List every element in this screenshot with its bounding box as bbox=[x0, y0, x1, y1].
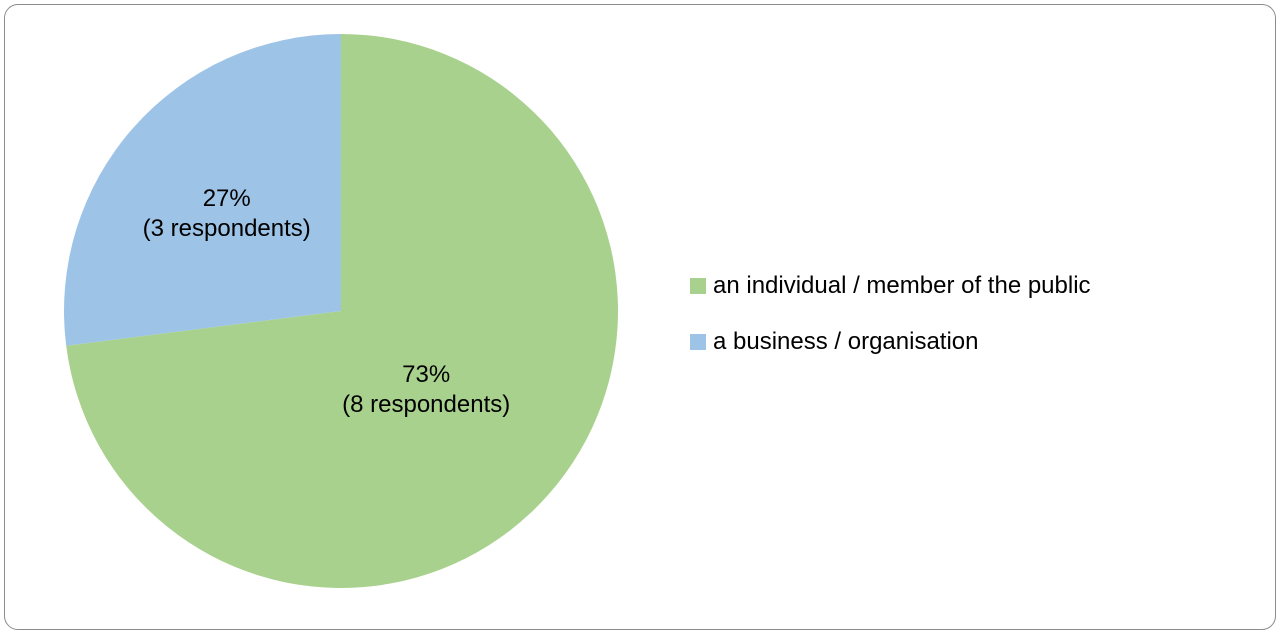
legend-label-business: a business / organisation bbox=[713, 328, 979, 355]
data-label-line: 27% bbox=[203, 185, 251, 212]
data-label-business: 27% (3 respondents) bbox=[143, 185, 311, 242]
data-label-individual: 73% (8 respondents) bbox=[342, 361, 510, 418]
pie-data-labels: 73% (8 respondents) 27% (3 respondents) bbox=[143, 185, 511, 418]
pie-slice-individual bbox=[66, 34, 619, 588]
pie-slice-business bbox=[63, 34, 341, 346]
legend-swatch-business bbox=[690, 334, 706, 350]
data-label-line: (8 respondents) bbox=[342, 391, 510, 418]
legend-item-business: a business / organisation bbox=[690, 324, 1091, 360]
data-label-line: (3 respondents) bbox=[143, 215, 311, 242]
pie-slices bbox=[63, 34, 619, 588]
legend-label-individual: an individual / member of the public bbox=[713, 272, 1091, 299]
data-label-line: 73% bbox=[402, 361, 450, 388]
legend-swatch-individual bbox=[690, 278, 706, 294]
legend: an individual / member of the public a b… bbox=[690, 268, 1091, 380]
legend-item-individual: an individual / member of the public bbox=[690, 268, 1091, 304]
